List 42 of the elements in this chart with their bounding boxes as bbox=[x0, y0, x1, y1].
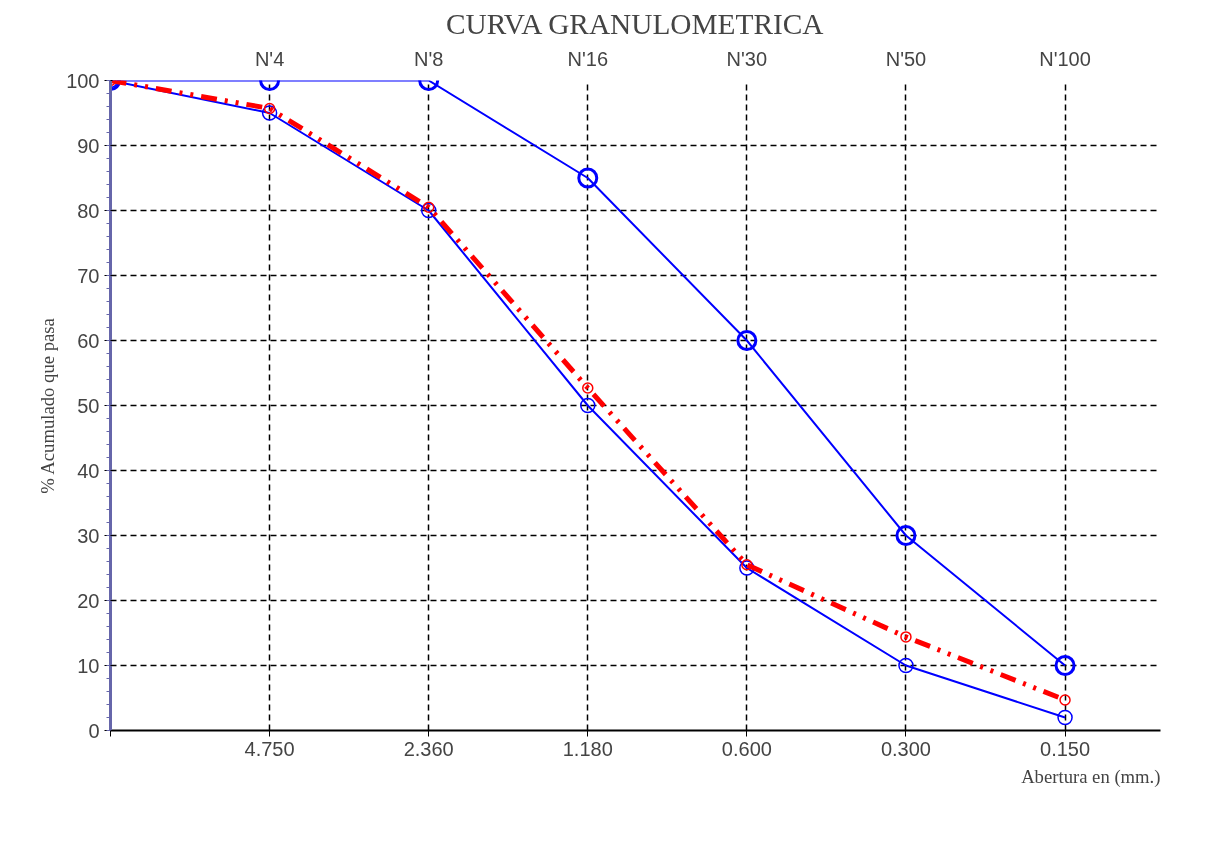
y-tick-label: 0 bbox=[88, 719, 100, 742]
y-tick-label: 50 bbox=[77, 394, 100, 417]
x-axis-title: Abertura en (mm.) bbox=[1021, 765, 1161, 788]
x-tick-label: 4.750 bbox=[244, 737, 295, 760]
point bbox=[580, 397, 596, 414]
point bbox=[900, 631, 912, 643]
y-tick-label: 100 bbox=[66, 69, 100, 92]
x-tick-label: 0.150 bbox=[1040, 737, 1091, 760]
y-tick-label: 70 bbox=[77, 264, 100, 287]
y-tick-label: 60 bbox=[77, 329, 100, 352]
text: N'50 bbox=[885, 47, 927, 70]
y-tick-label: 90 bbox=[77, 134, 100, 157]
text: N'4 bbox=[254, 47, 285, 70]
point bbox=[263, 102, 276, 115]
point bbox=[582, 382, 594, 394]
x-tick-label: 1.180 bbox=[562, 737, 613, 760]
y-tick-label: 30 bbox=[77, 524, 100, 547]
point bbox=[739, 560, 755, 576]
point bbox=[741, 559, 753, 571]
text: N'100 bbox=[1039, 47, 1091, 70]
y-tick-label: 20 bbox=[77, 589, 100, 612]
y-tick-label: 10 bbox=[77, 654, 100, 677]
point bbox=[420, 202, 437, 219]
point bbox=[1059, 694, 1071, 706]
point bbox=[422, 201, 435, 213]
point bbox=[577, 167, 599, 189]
x-tick-label: 2.360 bbox=[403, 737, 454, 760]
point bbox=[1054, 655, 1076, 676]
y-tick-label: 80 bbox=[77, 199, 100, 222]
point bbox=[898, 657, 914, 674]
text: N'30 bbox=[726, 47, 768, 70]
chart-title: CURVA GRANULOMETRICA bbox=[445, 7, 824, 40]
point bbox=[261, 105, 278, 121]
x-tick-label: 0.300 bbox=[880, 737, 931, 760]
text: N'8 bbox=[413, 47, 444, 70]
text: N'16 bbox=[567, 47, 609, 70]
y-tick-label: 40 bbox=[77, 459, 100, 482]
y-axis-title: % Acumulado que pasa bbox=[37, 317, 59, 494]
x-tick-label: 0.600 bbox=[721, 737, 772, 760]
point bbox=[1057, 709, 1073, 726]
point bbox=[736, 330, 758, 351]
point bbox=[895, 525, 917, 546]
